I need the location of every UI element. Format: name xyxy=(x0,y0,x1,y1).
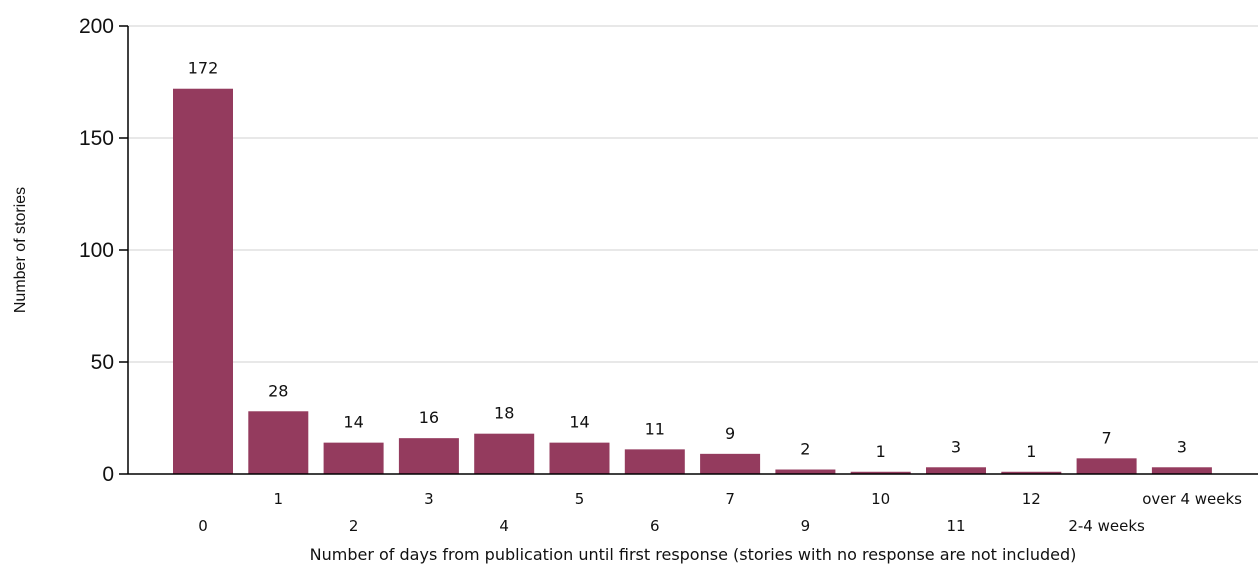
bar xyxy=(700,453,761,474)
bar xyxy=(398,438,459,474)
bar xyxy=(1001,471,1062,474)
x-tick-label: 2-4 weeks xyxy=(1068,517,1145,535)
x-tick-label: 1 xyxy=(274,490,284,508)
y-tick-labels: 0 50 100 150 200 xyxy=(79,15,114,486)
data-label: 28 xyxy=(268,381,288,400)
bar xyxy=(549,442,610,474)
data-label: 16 xyxy=(419,408,439,427)
bar xyxy=(775,469,836,474)
x-tick-label: 2 xyxy=(349,517,359,535)
bar xyxy=(850,471,911,474)
y-tick-label: 0 xyxy=(102,463,114,486)
data-labels: 172 28 14 16 18 14 11 9 2 1 3 1 7 3 xyxy=(188,59,1187,461)
y-tick-label: 200 xyxy=(79,15,114,38)
x-tick-label: 4 xyxy=(499,517,509,535)
data-label: 3 xyxy=(951,437,961,456)
bars xyxy=(173,88,1212,474)
y-tick-label: 50 xyxy=(91,351,114,374)
x-tick-label: 0 xyxy=(198,517,208,535)
bar xyxy=(474,433,535,474)
data-label: 11 xyxy=(645,419,665,438)
data-label: 7 xyxy=(1102,428,1112,447)
bar xyxy=(323,442,384,474)
y-axis-title: Number of stories xyxy=(12,187,29,313)
x-tick-label: 10 xyxy=(871,490,890,508)
x-tick-label: 5 xyxy=(575,490,585,508)
bar xyxy=(173,88,233,474)
data-label: 172 xyxy=(188,59,219,78)
x-tick-label: 3 xyxy=(424,490,434,508)
data-label: 2 xyxy=(800,440,810,459)
data-label: 14 xyxy=(569,413,589,432)
x-axis-title: Number of days from publication until fi… xyxy=(310,545,1077,564)
bar xyxy=(624,449,685,474)
bar xyxy=(248,411,309,474)
data-label: 3 xyxy=(1177,437,1187,456)
y-tick-label: 100 xyxy=(79,239,114,262)
data-label: 14 xyxy=(343,413,363,432)
data-label: 1 xyxy=(876,442,886,461)
x-tick-label: 9 xyxy=(801,517,811,535)
bar xyxy=(1076,458,1137,474)
y-tick-label: 150 xyxy=(79,127,114,150)
data-label: 18 xyxy=(494,404,514,423)
x-tick-label: over 4 weeks xyxy=(1142,490,1242,508)
x-tick-label: 6 xyxy=(650,517,660,535)
x-tick-label: 7 xyxy=(725,490,735,508)
data-label: 1 xyxy=(1026,442,1036,461)
bar xyxy=(1151,467,1212,474)
gridlines xyxy=(128,25,1258,363)
bar xyxy=(926,467,986,474)
x-tick-label: 12 xyxy=(1022,490,1041,508)
x-tick-label: 11 xyxy=(946,517,965,535)
data-label: 9 xyxy=(725,424,735,443)
axes xyxy=(119,25,1258,475)
